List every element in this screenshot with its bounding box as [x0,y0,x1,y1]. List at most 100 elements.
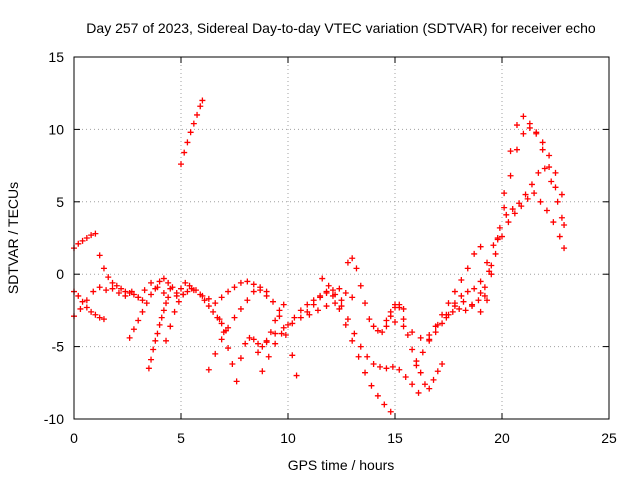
data-point [233,378,240,385]
data-point [218,294,225,301]
data-point [381,401,388,408]
data-point [492,250,499,257]
data-point [237,279,244,286]
data-point [507,172,514,179]
data-point [148,279,155,286]
x-tick-label: 10 [280,430,296,446]
data-point [451,300,458,307]
data-point [413,362,420,369]
data-point [409,381,416,388]
data-point [163,300,170,307]
data-point [246,334,253,341]
data-point [79,298,86,305]
data-point [282,332,289,339]
data-point [475,297,482,304]
data-point [471,250,478,257]
x-tick-label: 5 [177,430,185,446]
data-point [152,285,159,292]
data-point [351,330,358,337]
data-point [511,210,518,217]
data-point [439,311,446,318]
data-point [554,198,561,205]
data-point [496,224,503,231]
data-point [135,317,142,324]
data-point [464,265,471,272]
series-arc-g [178,97,206,168]
data-point [509,206,516,213]
data-point [490,242,497,249]
series-arc-k [259,285,356,375]
data-point [216,316,223,323]
data-point [552,169,559,176]
data-point [430,376,437,383]
data-point [370,323,377,330]
data-point [546,164,553,171]
data-point [477,278,484,285]
data-point [353,265,360,272]
data-point [205,303,212,310]
data-point [237,305,244,312]
data-point [364,353,371,360]
data-point [323,303,330,310]
data-point [135,294,142,301]
data-point [338,303,345,310]
data-point [265,353,272,360]
data-point [171,308,178,315]
data-point [539,139,546,146]
data-point [130,326,137,333]
data-point [469,303,476,310]
series-arc-o [344,255,407,336]
data-point [272,317,279,324]
data-point [90,288,97,295]
x-tick-label: 25 [601,430,617,446]
data-point [558,214,565,221]
data-point [100,265,107,272]
data-point [484,259,491,266]
data-point [526,120,533,127]
series-arc-u [481,113,565,299]
data-point [278,330,285,337]
data-point [484,297,491,304]
data-point [115,290,122,297]
data-point [272,340,279,347]
data-point [494,235,501,241]
data-point [404,332,411,339]
series-arc-l [255,297,345,356]
data-point [432,329,439,336]
data-point [156,278,163,285]
data-point [481,284,488,291]
data-point [357,343,364,350]
x-tick-label: 0 [70,430,78,446]
data-point [257,287,264,294]
data-point [109,279,116,286]
data-point [443,314,450,321]
data-point [83,297,90,304]
data-point [229,360,236,367]
x-tick-label: 15 [387,430,403,446]
data-point [362,300,369,307]
data-point [150,346,157,353]
data-point [225,324,232,331]
y-tick-label: -10 [44,411,64,427]
data-point [486,268,493,275]
data-point [349,294,356,301]
data-point [417,334,424,341]
y-tick-label: 15 [48,49,64,65]
data-point [163,337,170,344]
data-points [71,97,568,415]
data-point [184,288,191,295]
data-point [400,305,407,312]
data-point [383,365,390,372]
data-point [332,291,339,298]
data-point [520,130,527,137]
data-point [291,314,298,321]
data-point [543,207,550,214]
data-point [419,349,426,356]
data-point [92,311,99,318]
data-point [152,337,159,344]
data-point [377,363,384,370]
data-point [374,327,381,334]
data-point [231,314,238,321]
